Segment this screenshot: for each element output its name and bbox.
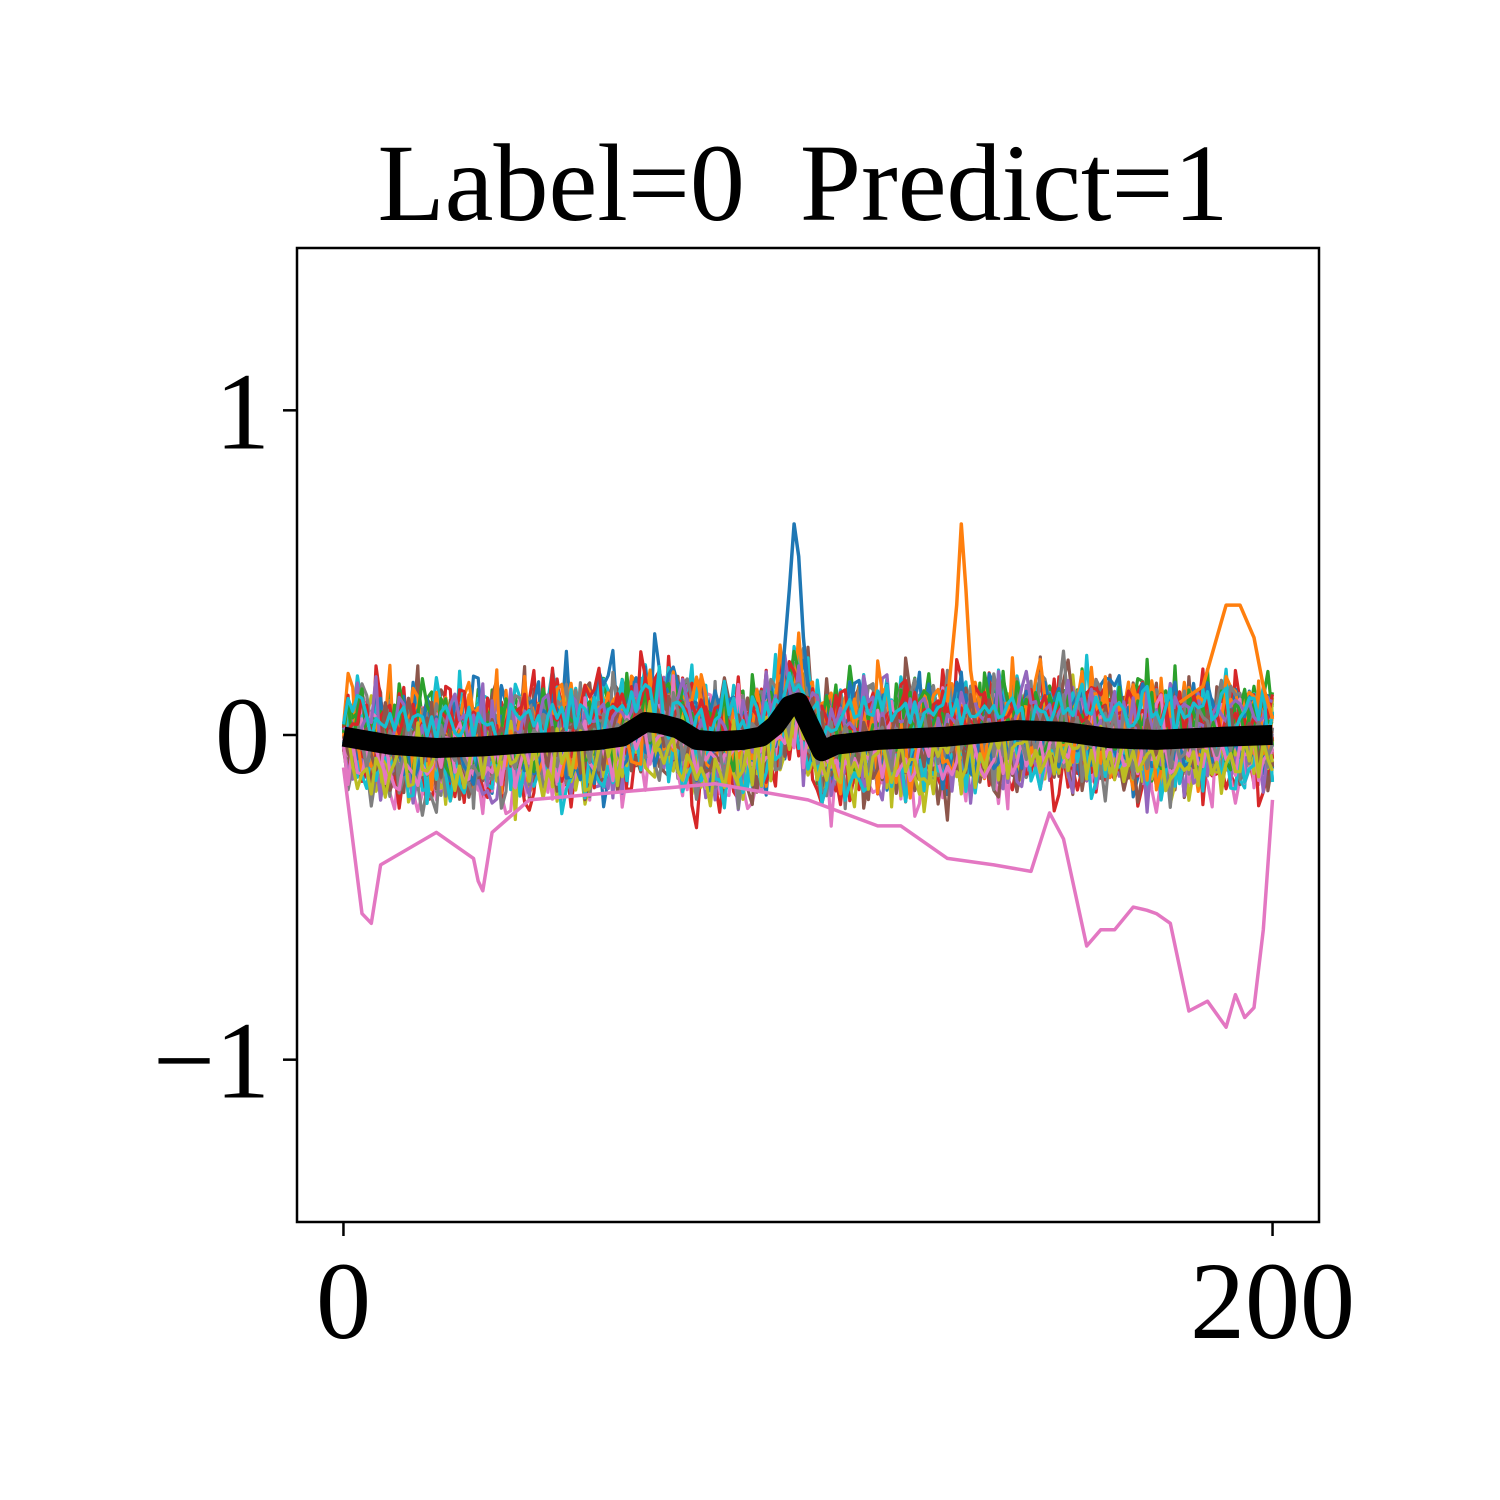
x-tick-label: 0 <box>316 1240 371 1362</box>
outlier-series-line <box>341 767 1275 1029</box>
outlier-series-line <box>945 522 977 703</box>
chart-title: Label=0 Predict=1 <box>377 122 1228 244</box>
y-tick-label: 0 <box>215 675 270 797</box>
series-layer <box>341 522 1275 1029</box>
y-tick-label: −1 <box>153 1000 270 1122</box>
y-tick-label: 1 <box>215 350 270 472</box>
outlier-series-line <box>778 522 810 703</box>
x-tick-label: 200 <box>1190 1240 1355 1362</box>
y-axis: 1 0 −1 <box>153 350 297 1122</box>
x-axis: 0 200 <box>316 1222 1355 1362</box>
plot-area <box>341 522 1275 1029</box>
outlier-series-line <box>1178 603 1275 720</box>
mean-layer <box>341 692 1273 762</box>
mean-series-line <box>341 692 1273 762</box>
